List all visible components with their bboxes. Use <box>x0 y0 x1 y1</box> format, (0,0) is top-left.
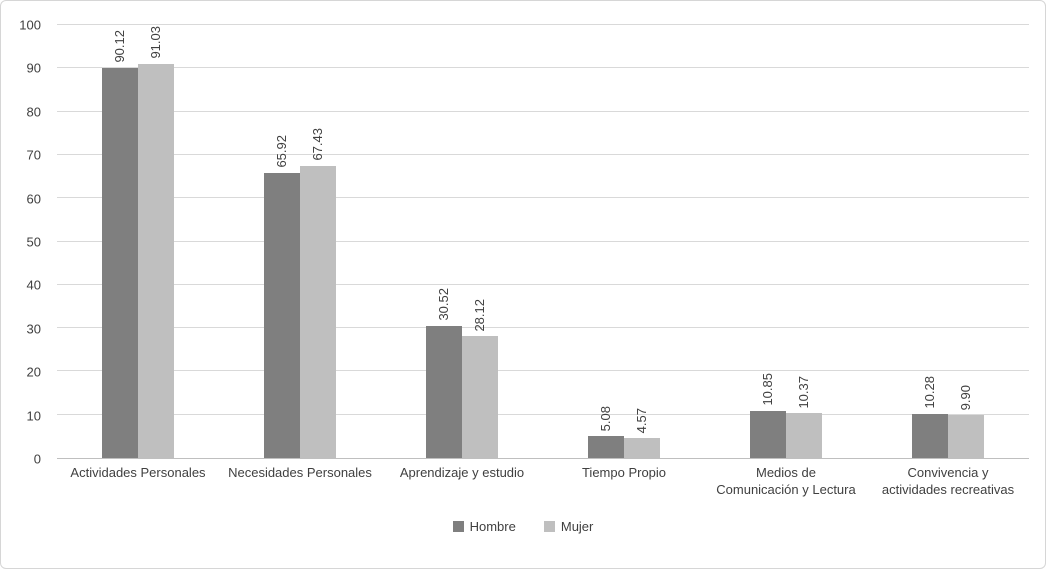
y-tick-label: 70 <box>26 147 41 163</box>
bar-hombre: 5.08 <box>588 406 624 458</box>
legend: Hombre Mujer <box>1 519 1045 534</box>
y-axis: 0 10 20 30 40 50 60 70 80 90 100 <box>1 19 49 466</box>
bar-mujer: 10.37 <box>786 376 822 458</box>
bar-hombre: 90.12 <box>102 30 138 458</box>
legend-swatch <box>543 521 555 532</box>
y-tick-label: 10 <box>26 408 41 424</box>
x-axis-label: Actividades Personales <box>70 465 206 480</box>
gridline <box>57 370 1029 372</box>
gridline <box>57 327 1029 329</box>
gridline <box>57 283 1029 285</box>
bar-value-label: 28.12 <box>471 298 487 332</box>
x-axis-labels: Actividades Personales Necesidades Person… <box>57 465 1029 499</box>
bar-group: 10.85 10.37 <box>705 25 867 458</box>
bar-mujer: 4.57 <box>624 408 660 458</box>
bar-hombre: 30.52 <box>426 288 462 458</box>
plot-area: 90.12 91.03 65.92 67.43 30.52 28.12 5.08 4.57 10… <box>57 24 1029 459</box>
bar-value-label: 67.43 <box>309 128 325 162</box>
bar-group: 5.08 4.57 <box>543 25 705 458</box>
x-axis-label: Tiempo Propio <box>581 465 667 480</box>
gridline <box>57 413 1029 415</box>
y-tick-label: 40 <box>26 277 41 293</box>
bar-group: 90.12 91.03 <box>57 25 219 458</box>
gridlines <box>57 24 1029 458</box>
bar-value-label: 30.52 <box>435 288 451 321</box>
gridline <box>57 197 1029 199</box>
y-tick-label: 50 <box>26 234 41 250</box>
gridline <box>57 110 1029 112</box>
bar-value-label: 5.08 <box>597 405 613 432</box>
bar-group: 10.28 9.90 <box>867 25 1029 458</box>
gridline <box>57 67 1029 69</box>
legend-item-mujer: Mujer <box>543 519 594 534</box>
bar-groups: 90.12 91.03 65.92 67.43 30.52 28.12 5.08 4.57 10… <box>57 25 1029 458</box>
x-axis-label: Necesidades Personales <box>228 465 372 480</box>
bar-mujer: 91.03 <box>138 26 174 458</box>
bar-value-label: 10.28 <box>921 375 937 409</box>
x-axis-label: Aprendizaje y estudio <box>399 465 525 480</box>
legend-label: Mujer <box>560 519 594 534</box>
gridline <box>57 24 1029 25</box>
bar-hombre: 65.92 <box>264 135 300 458</box>
bar-group: 30.52 28.12 <box>381 25 543 458</box>
gridline <box>57 240 1029 242</box>
legend-swatch <box>452 521 464 532</box>
y-tick-label: 100 <box>19 17 41 33</box>
gridline <box>57 153 1029 155</box>
bar-value-label: 10.85 <box>759 373 775 407</box>
bar-value-label: 4.57 <box>633 407 649 434</box>
bar-group: 65.92 67.43 <box>219 25 381 458</box>
y-tick-label: 60 <box>26 191 41 207</box>
y-tick-label: 80 <box>26 104 41 120</box>
y-tick-label: 30 <box>26 321 41 337</box>
legend-item-hombre: Hombre <box>452 519 516 534</box>
bar-mujer: 28.12 <box>462 299 498 458</box>
bar-value-label: 65.92 <box>273 135 289 168</box>
bar-value-label: 90.12 <box>111 30 127 63</box>
bar-mujer: 67.43 <box>300 128 336 458</box>
bar-mujer: 9.90 <box>948 385 984 458</box>
x-axis-label: Medios de Comunicación y Lectura <box>716 465 856 497</box>
legend-label: Hombre <box>469 519 516 534</box>
bar-value-label: 10.37 <box>795 375 811 409</box>
bar-hombre: 10.28 <box>912 376 948 458</box>
bar-value-label: 9.90 <box>957 384 973 411</box>
y-tick-label: 90 <box>26 60 41 76</box>
bar-value-label: 91.03 <box>147 26 163 59</box>
x-axis-label: Convivencia y actividades recreativas <box>881 465 1015 497</box>
y-tick-label: 0 <box>33 451 41 467</box>
y-tick-label: 20 <box>26 364 41 380</box>
bar-hombre: 10.85 <box>750 373 786 458</box>
